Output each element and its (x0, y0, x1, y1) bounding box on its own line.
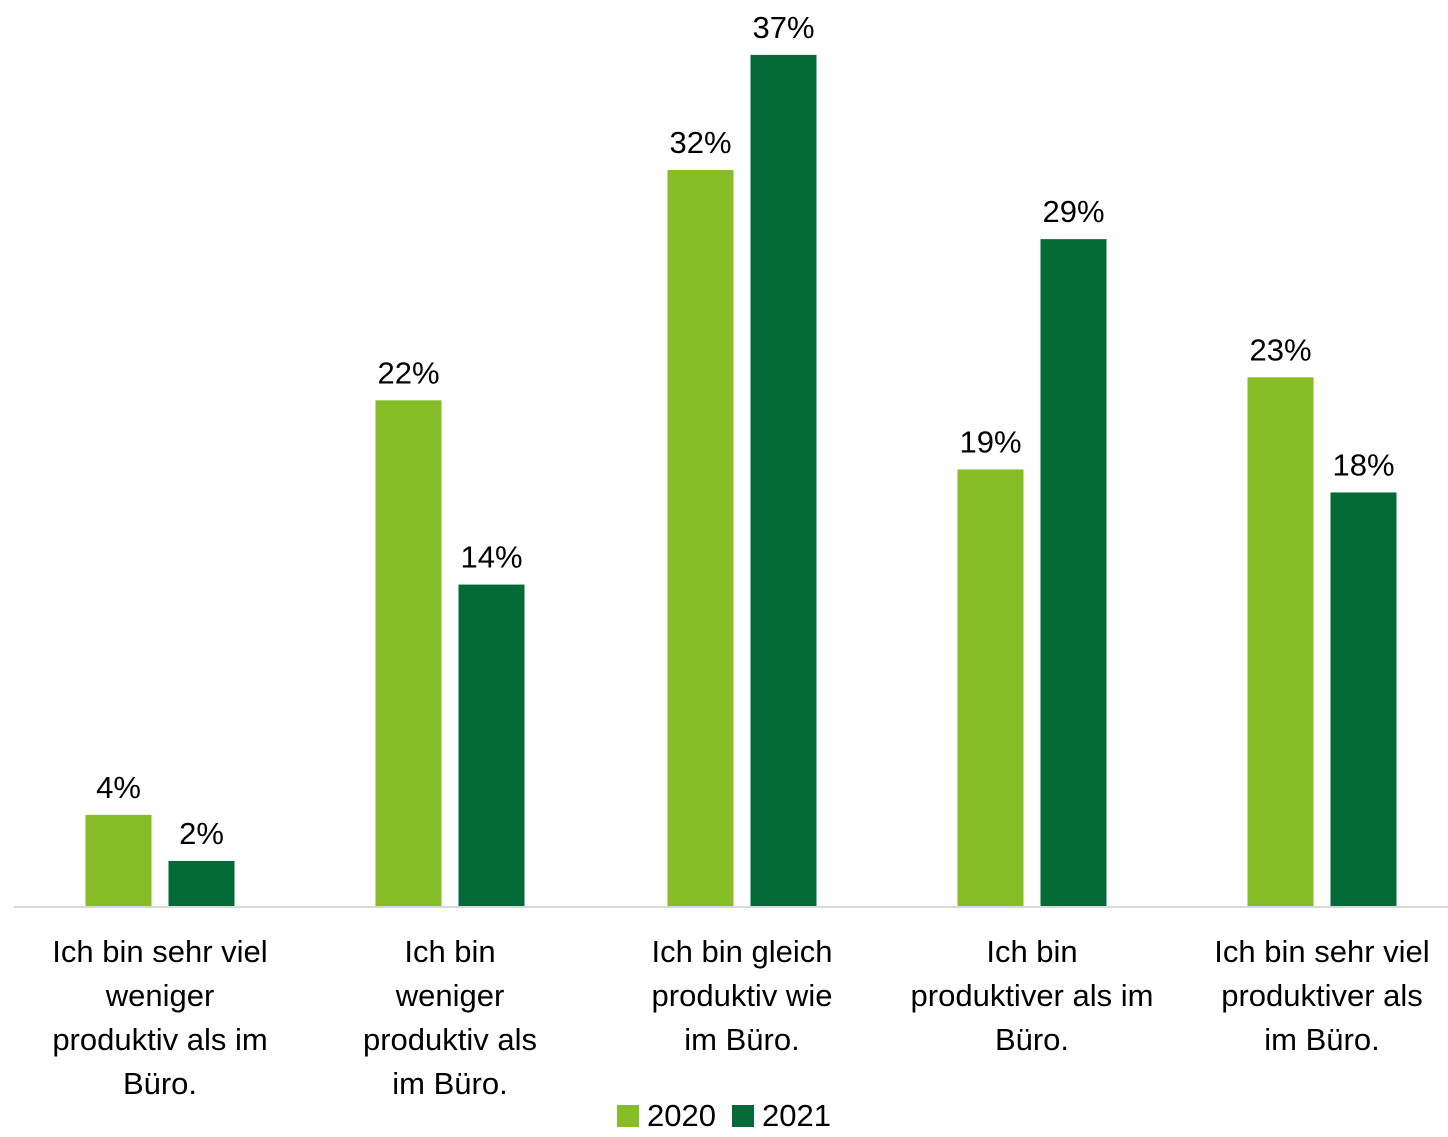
bar-2020-3 (668, 170, 734, 907)
bar-2021-4 (1041, 239, 1107, 907)
category-label-3: Ich bin gleich produktiv wie im Büro. (597, 930, 887, 1062)
category-label-4: Ich bin produktiver als im Büro. (887, 930, 1177, 1062)
category-label-5: Ich bin sehr viel produktiver als im Bür… (1177, 930, 1448, 1062)
category-label-1: Ich bin sehr viel weniger produktiv als … (15, 930, 305, 1106)
data-label-2020-3: 32% (669, 125, 731, 160)
bar-2020-2 (376, 400, 442, 907)
legend: 2020 2021 (0, 1098, 1448, 1135)
bar-2021-2 (459, 585, 525, 907)
bar-2020-1 (86, 815, 152, 907)
bar-2020-5 (1248, 377, 1314, 907)
legend-item-2021: 2021 (732, 1098, 831, 1134)
bars-group (86, 55, 1397, 907)
data-labels-group: 4% 22% 32% 19% 23% 2% 14% 37% 29% 18% (96, 10, 1394, 851)
data-label-2021-5: 18% (1332, 447, 1394, 482)
legend-label-2021: 2021 (762, 1098, 831, 1134)
bar-2021-3 (751, 55, 817, 907)
data-label-2021-4: 29% (1042, 194, 1104, 229)
legend-swatch-2020 (617, 1105, 639, 1127)
bar-2021-5 (1331, 492, 1397, 907)
data-label-2021-1: 2% (179, 816, 224, 851)
category-label-2: Ich bin weniger produktiv als im Büro. (305, 930, 595, 1106)
data-label-2020-2: 22% (377, 355, 439, 390)
legend-label-2020: 2020 (647, 1098, 716, 1134)
legend-item-2020: 2020 (617, 1098, 716, 1134)
data-label-2020-4: 19% (959, 424, 1021, 459)
bar-2020-4 (958, 469, 1024, 907)
data-label-2020-5: 23% (1249, 332, 1311, 367)
data-label-2020-1: 4% (96, 770, 141, 805)
bar-2021-1 (169, 861, 235, 907)
legend-swatch-2021 (732, 1105, 754, 1127)
data-label-2021-3: 37% (752, 10, 814, 45)
data-label-2021-2: 14% (460, 540, 522, 575)
